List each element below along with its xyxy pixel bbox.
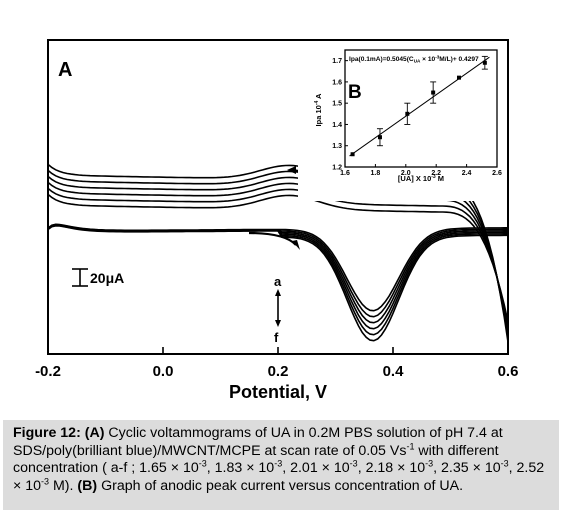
fit-line [349, 56, 490, 157]
inset-b-frame [344, 49, 498, 168]
inset-x-tick-label: 1.8 [371, 170, 381, 177]
x-axis-ticks: -0.2 0.0 0.2 0.4 0.6 [35, 347, 518, 380]
x-tick-label: 0.0 [153, 363, 174, 380]
inset-y-tick-label: 1.6 [332, 79, 342, 86]
x-tick-label: 0.4 [383, 363, 405, 380]
figure-caption: Figure 12: (A) Cyclic voltammograms of U… [3, 420, 559, 510]
inset-x-tick-label: 2.0 [401, 170, 411, 177]
inset-y-tick-label: 1.3 [332, 143, 342, 150]
inset-b-background [298, 41, 507, 201]
reverse-arrowhead [287, 166, 296, 174]
inset-y-tick-label: 1.7 [332, 58, 342, 65]
curve-label-f: f [274, 330, 279, 345]
curve-label-a: a [274, 274, 282, 289]
inset-x-tick-label: 2.6 [492, 170, 502, 177]
inset-y-tick-label: 1.5 [332, 101, 342, 108]
inset-point [405, 111, 410, 116]
inset-point [482, 60, 487, 65]
x-tick-label: 0.6 [498, 363, 519, 380]
cv-curve-d [47, 175, 509, 354]
figure-svg: A 20μA a f -0.2 0.0 0.2 0.4 0.6 Potential, V… [35, 39, 518, 402]
inset-point [377, 135, 382, 140]
inset-b: Ipa(0.1mA)=0.5045(CUA × 10-3M/L)+ 0.4297… [298, 41, 507, 201]
inset-point [350, 152, 355, 157]
forward-arrowhead [292, 240, 300, 250]
scale-bar-label: 20μA [90, 270, 124, 286]
inset-x-tick-label: 2.2 [431, 170, 441, 177]
x-tick-label: -0.2 [35, 363, 61, 380]
inset-x-tick-label: 1.6 [340, 170, 350, 177]
inset-points [350, 55, 488, 157]
inset-b-equation: Ipa(0.1mA)=0.5045(CUA × 10-3M/L)+ 0.4297 [349, 55, 479, 64]
x-tick-label: 0.2 [268, 363, 289, 380]
inset-x-label: [UA] X 10-3 M [398, 174, 444, 183]
panel-a-label: A [58, 59, 72, 81]
inset-point [457, 75, 461, 80]
cv-curve-c [47, 181, 509, 354]
inset-y-tick-label: 1.2 [332, 165, 342, 172]
x-axis-label: Potential, V [229, 382, 327, 402]
inset-x-tick-label: 2.4 [462, 170, 472, 177]
inset-point [431, 90, 436, 95]
scale-bar: 20μA [72, 268, 124, 287]
cv-curve-f [47, 163, 509, 354]
inset-ticks: 1.6 1.8 2.0 2.2 2.4 2.6 1.2 1.3 1.4 1.5 1.6 1.7 [332, 58, 502, 177]
inset-b-label: B [348, 82, 362, 103]
cv-curves [47, 163, 509, 354]
concentration-arrow: a f [274, 274, 282, 345]
inset-y-tick-label: 1.4 [332, 122, 342, 129]
inset-y-label: Ipa 10-4 A [314, 93, 323, 127]
